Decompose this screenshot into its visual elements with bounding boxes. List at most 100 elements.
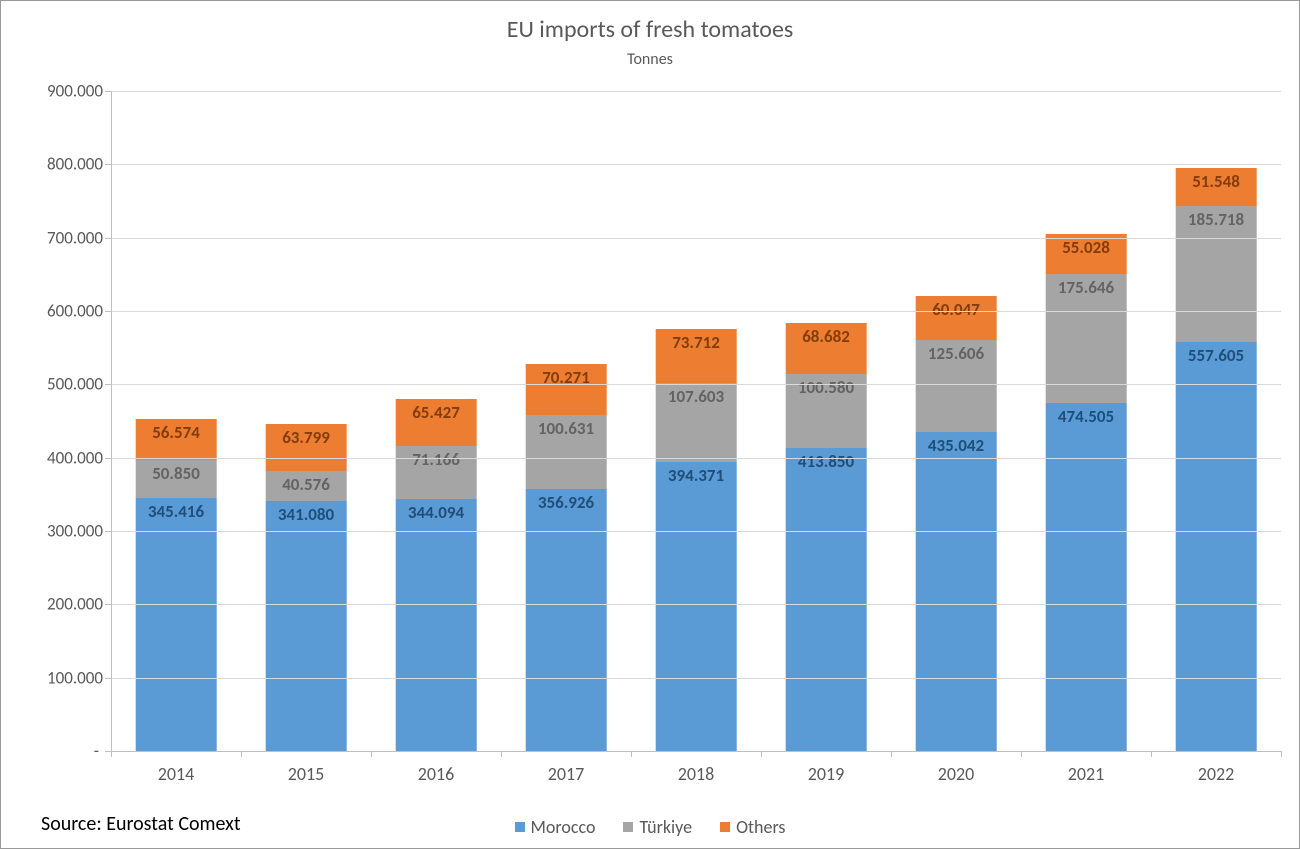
legend-item-morocco: Morocco <box>515 816 596 838</box>
grid-line <box>111 458 1281 459</box>
x-tick-label: 2014 <box>111 751 241 785</box>
bar-segment-others: 55.028 <box>1046 234 1127 274</box>
data-label: 185.718 <box>1176 209 1257 230</box>
bar-slot: 474.505175.64655.0282021 <box>1021 91 1151 751</box>
data-label: 394.371 <box>656 465 737 486</box>
grid-line <box>111 91 1281 92</box>
data-label: 557.605 <box>1176 345 1257 366</box>
y-axis-line <box>111 91 112 751</box>
x-tick-mark <box>1281 751 1282 757</box>
bar-segment-morocco: 356.926 <box>526 489 607 751</box>
bar-segment-türkiye: 71.166 <box>396 446 477 498</box>
bar-segment-others: 73.712 <box>656 329 737 383</box>
bar-segment-others: 65.427 <box>396 399 477 447</box>
grid-line <box>111 164 1281 165</box>
x-tick-label: 2018 <box>631 751 761 785</box>
bar-segment-others: 68.682 <box>786 323 867 373</box>
y-tick-label: 800.000 <box>13 154 103 175</box>
bar-slot: 344.09471.16665.4272016 <box>371 91 501 751</box>
data-label: 474.505 <box>1046 406 1127 427</box>
bar-slot: 413.850100.58068.6822019 <box>761 91 891 751</box>
data-label: 68.682 <box>786 326 867 347</box>
data-label: 341.080 <box>266 504 347 525</box>
bar-segment-morocco: 394.371 <box>656 462 737 751</box>
data-label: 356.926 <box>526 492 607 513</box>
bars-wrap: 345.41650.85056.5742014341.08040.57663.7… <box>111 91 1281 751</box>
bar-slot: 345.41650.85056.5742014 <box>111 91 241 751</box>
bar-stack: 345.416 50.850 56.574 <box>136 419 217 751</box>
bar-slot: 394.371107.60373.7122018 <box>631 91 761 751</box>
data-label: 435.042 <box>916 435 997 456</box>
legend-label: Türkiye <box>639 816 692 838</box>
data-label: 413.850 <box>786 451 867 472</box>
bar-segment-morocco: 413.850 <box>786 448 867 751</box>
data-label: 175.646 <box>1046 277 1127 298</box>
x-tick-label: 2020 <box>891 751 1021 785</box>
data-label: 55.028 <box>1046 237 1127 258</box>
bar-stack: 413.850 100.580 68.682 <box>786 323 867 751</box>
bar-slot: 356.926100.63170.2712017 <box>501 91 631 751</box>
data-label: 63.799 <box>266 427 347 448</box>
y-tick-label: 600.000 <box>13 301 103 322</box>
data-label: 50.850 <box>136 463 217 484</box>
x-tick-label: 2021 <box>1021 751 1151 785</box>
chart-container: EU imports of fresh tomatoes Tonnes 345.… <box>0 0 1300 849</box>
x-tick-label: 2015 <box>241 751 371 785</box>
x-tick-label: 2022 <box>1151 751 1281 785</box>
bar-slot: 341.08040.57663.7992015 <box>241 91 371 751</box>
bar-stack: 557.605 185.718 51.548 <box>1176 168 1257 751</box>
bar-segment-türkiye: 100.631 <box>526 415 607 489</box>
bar-segment-morocco: 345.416 <box>136 498 217 751</box>
y-tick-label: 100.000 <box>13 667 103 688</box>
bar-stack: 435.042 125.606 60.047 <box>916 296 997 751</box>
grid-line <box>111 751 1281 752</box>
data-label: 71.166 <box>396 449 477 470</box>
bar-segment-morocco: 435.042 <box>916 432 997 751</box>
bar-segment-others: 56.574 <box>136 419 217 460</box>
y-tick-label: 200.000 <box>13 594 103 615</box>
legend-label: Morocco <box>531 816 596 838</box>
plot-area: 345.41650.85056.5742014341.08040.57663.7… <box>111 91 1281 751</box>
legend-swatch <box>623 822 633 832</box>
data-label: 100.580 <box>786 377 867 398</box>
bar-segment-others: 63.799 <box>266 424 347 471</box>
bar-segment-morocco: 344.094 <box>396 499 477 751</box>
data-label: 51.548 <box>1176 171 1257 192</box>
data-label: 56.574 <box>136 422 217 443</box>
y-tick-label: 300.000 <box>13 521 103 542</box>
bar-segment-türkiye: 125.606 <box>916 340 997 432</box>
grid-line <box>111 678 1281 679</box>
bar-segment-others: 70.271 <box>526 364 607 416</box>
bar-segment-türkiye: 40.576 <box>266 471 347 501</box>
source-label: Source: Eurostat Comext <box>41 812 241 836</box>
data-label: 73.712 <box>656 332 737 353</box>
bar-segment-morocco: 341.080 <box>266 501 347 751</box>
y-tick-label: 400.000 <box>13 447 103 468</box>
bar-slot: 435.042125.60660.0472020 <box>891 91 1021 751</box>
data-label: 100.631 <box>526 418 607 439</box>
data-label: 40.576 <box>266 474 347 495</box>
legend-item-others: Others <box>720 816 785 838</box>
data-label: 345.416 <box>136 501 217 522</box>
data-label: 65.427 <box>396 402 477 423</box>
y-tick-mark <box>105 751 111 752</box>
y-tick-label: 500.000 <box>13 374 103 395</box>
y-tick-label: - <box>19 741 99 762</box>
data-label: 344.094 <box>396 502 477 523</box>
y-tick-label: 700.000 <box>13 227 103 248</box>
legend-item-türkiye: Türkiye <box>623 816 692 838</box>
bar-segment-others: 60.047 <box>916 296 997 340</box>
bar-segment-others: 51.548 <box>1176 168 1257 206</box>
data-label: 107.603 <box>656 386 737 407</box>
bar-stack: 394.371 107.603 73.712 <box>656 329 737 751</box>
legend-swatch <box>720 822 730 832</box>
x-tick-label: 2016 <box>371 751 501 785</box>
y-tick-label: 900.000 <box>13 81 103 102</box>
grid-line <box>111 238 1281 239</box>
grid-line <box>111 604 1281 605</box>
data-label: 60.047 <box>916 299 997 320</box>
bar-stack: 356.926 100.63170.271 <box>526 364 607 751</box>
chart-title: EU imports of fresh tomatoes <box>1 1 1299 44</box>
x-tick-label: 2017 <box>501 751 631 785</box>
legend-label: Others <box>736 816 785 838</box>
